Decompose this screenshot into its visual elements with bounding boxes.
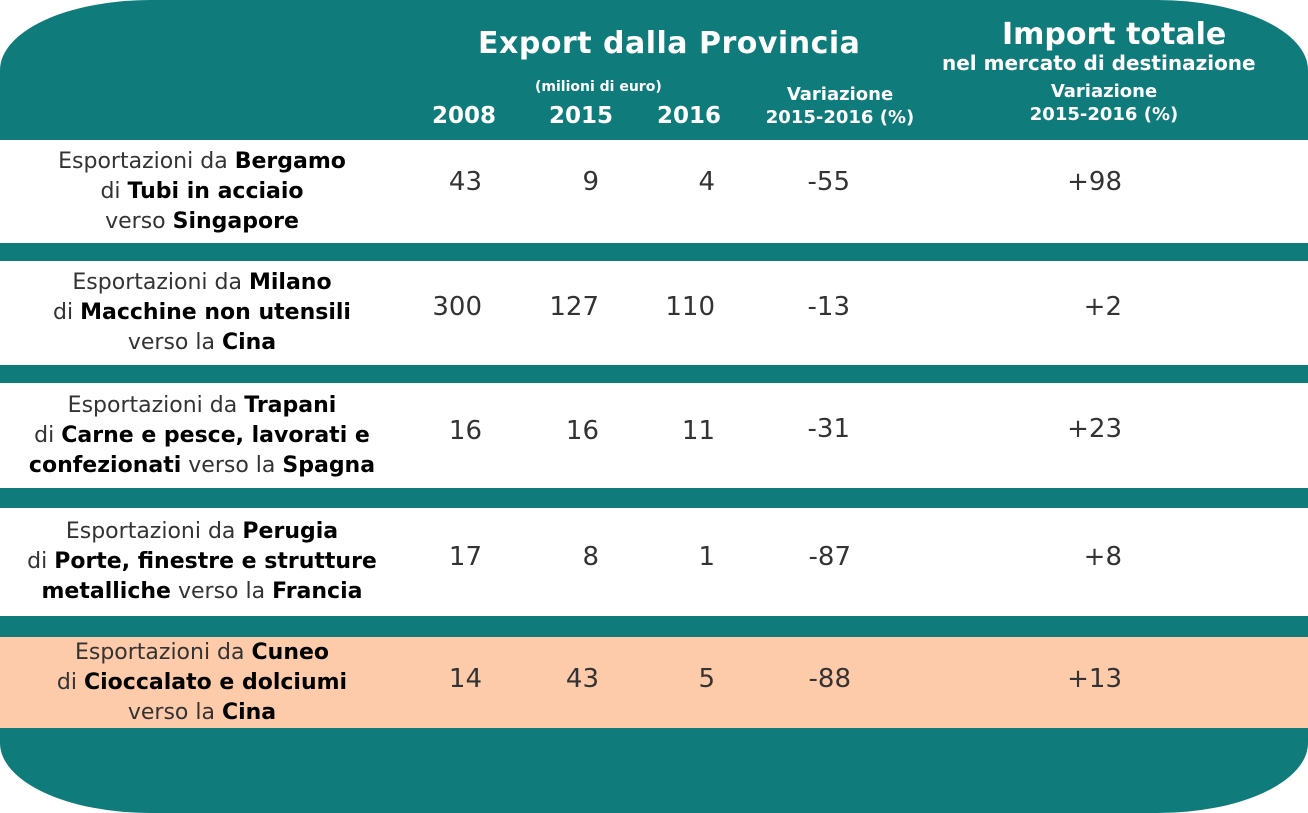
variation-header-line1: Variazione — [786, 84, 894, 105]
import-variation-header: Variazione 2015-2016 (%) — [1012, 80, 1196, 126]
product-name: Porte, finestre e strutture — [54, 549, 377, 574]
value-2016: 5 — [698, 664, 715, 694]
table-row: Esportazioni da Bergamo di Tubi in accia… — [0, 140, 1308, 243]
province-name: Cuneo — [251, 639, 330, 665]
prefix-label: Esportazioni da — [67, 392, 238, 418]
destination-name: Spagna — [282, 452, 376, 478]
row-description: Esportazioni da Cuneo di Cioccalato e do… — [0, 637, 404, 728]
product-name: Tubi in acciaio — [127, 178, 304, 204]
value-2008: 43 — [448, 167, 482, 197]
variation-value: -13 — [807, 292, 850, 322]
product-name-continued: metalliche — [41, 579, 171, 604]
product-name: Cioccalato e dolciumi — [83, 669, 348, 695]
year-2015-header: 2015 — [549, 103, 614, 129]
variation-value: -55 — [807, 167, 850, 197]
table-row-highlighted: Esportazioni da Cuneo di Cioccalato e do… — [0, 637, 1308, 728]
of-label: di — [34, 422, 55, 448]
prefix-label: Esportazioni da — [72, 270, 242, 295]
import-variation-header-line2: 2015-2016 (%) — [1029, 104, 1179, 125]
row-description: Esportazioni da Bergamo di Tubi in accia… — [0, 140, 404, 243]
year-2008-header: 2008 — [432, 103, 497, 129]
value-2016: 1 — [698, 542, 715, 572]
unit-label: (milioni di euro) — [535, 79, 662, 95]
destination-name: Cina — [221, 699, 277, 725]
province-name: Bergamo — [234, 148, 346, 174]
to-label: verso — [105, 208, 166, 234]
of-label: di — [27, 549, 48, 574]
to-label: verso la — [127, 699, 215, 725]
value-2015: 16 — [565, 416, 599, 446]
variation-header-line2: 2015-2016 (%) — [765, 107, 915, 128]
year-2016-header: 2016 — [657, 103, 722, 129]
import-variation-value: +13 — [1067, 664, 1122, 694]
table-row: Esportazioni da Milano di Macchine non u… — [0, 261, 1308, 365]
row-description: Esportazioni da Trapani di Carne e pesce… — [0, 383, 404, 488]
value-2015: 9 — [582, 167, 599, 197]
variation-value: -87 — [808, 542, 851, 572]
province-name: Milano — [248, 270, 332, 295]
destination-name: Singapore — [172, 208, 299, 234]
value-2016: 4 — [698, 167, 715, 197]
row-description: Esportazioni da Perugia di Porte, finest… — [0, 508, 404, 616]
value-2016: 11 — [681, 416, 715, 446]
prefix-label: Esportazioni da — [65, 519, 236, 544]
province-name: Perugia — [242, 519, 339, 544]
to-label: verso la — [127, 330, 215, 355]
import-variation-header-line1: Variazione — [1050, 81, 1158, 102]
export-title: Export dalla Provincia — [478, 26, 861, 61]
value-2015: 43 — [565, 664, 599, 694]
value-2008: 16 — [448, 416, 482, 446]
product-name: Macchine non utensili — [80, 300, 351, 325]
value-2008: 17 — [448, 542, 482, 572]
of-label: di — [53, 300, 74, 325]
table-row: Esportazioni da Trapani di Carne e pesce… — [0, 383, 1308, 488]
import-variation-value: +8 — [1083, 542, 1122, 572]
import-variation-value: +98 — [1067, 167, 1122, 197]
import-subtitle: nel mercato di destinazione — [942, 51, 1256, 75]
of-label: di — [56, 669, 77, 695]
destination-name: Cina — [221, 330, 277, 355]
value-2015: 8 — [582, 542, 599, 572]
import-variation-value: +2 — [1083, 292, 1122, 322]
prefix-label: Esportazioni da — [74, 639, 245, 665]
product-name-continued: confezionati — [28, 452, 182, 478]
import-variation-value: +23 — [1067, 414, 1122, 444]
value-2008: 14 — [448, 664, 482, 694]
to-label: verso la — [177, 579, 266, 604]
product-name: Carne e pesce, lavorati e — [61, 422, 370, 448]
province-name: Trapani — [244, 392, 337, 418]
destination-name: Francia — [272, 579, 363, 604]
table-row: Esportazioni da Perugia di Porte, finest… — [0, 508, 1308, 616]
value-2015: 127 — [549, 292, 599, 322]
variation-header: Variazione 2015-2016 (%) — [752, 83, 928, 129]
variation-value: -88 — [808, 664, 851, 694]
to-label: verso la — [188, 452, 276, 478]
value-2008: 300 — [432, 292, 482, 322]
of-label: di — [100, 178, 121, 204]
variation-value: -31 — [807, 414, 850, 444]
value-2016: 110 — [665, 292, 715, 322]
import-title: Import totale — [1002, 17, 1227, 52]
prefix-label: Esportazioni da — [58, 148, 228, 174]
row-description: Esportazioni da Milano di Macchine non u… — [0, 261, 404, 365]
